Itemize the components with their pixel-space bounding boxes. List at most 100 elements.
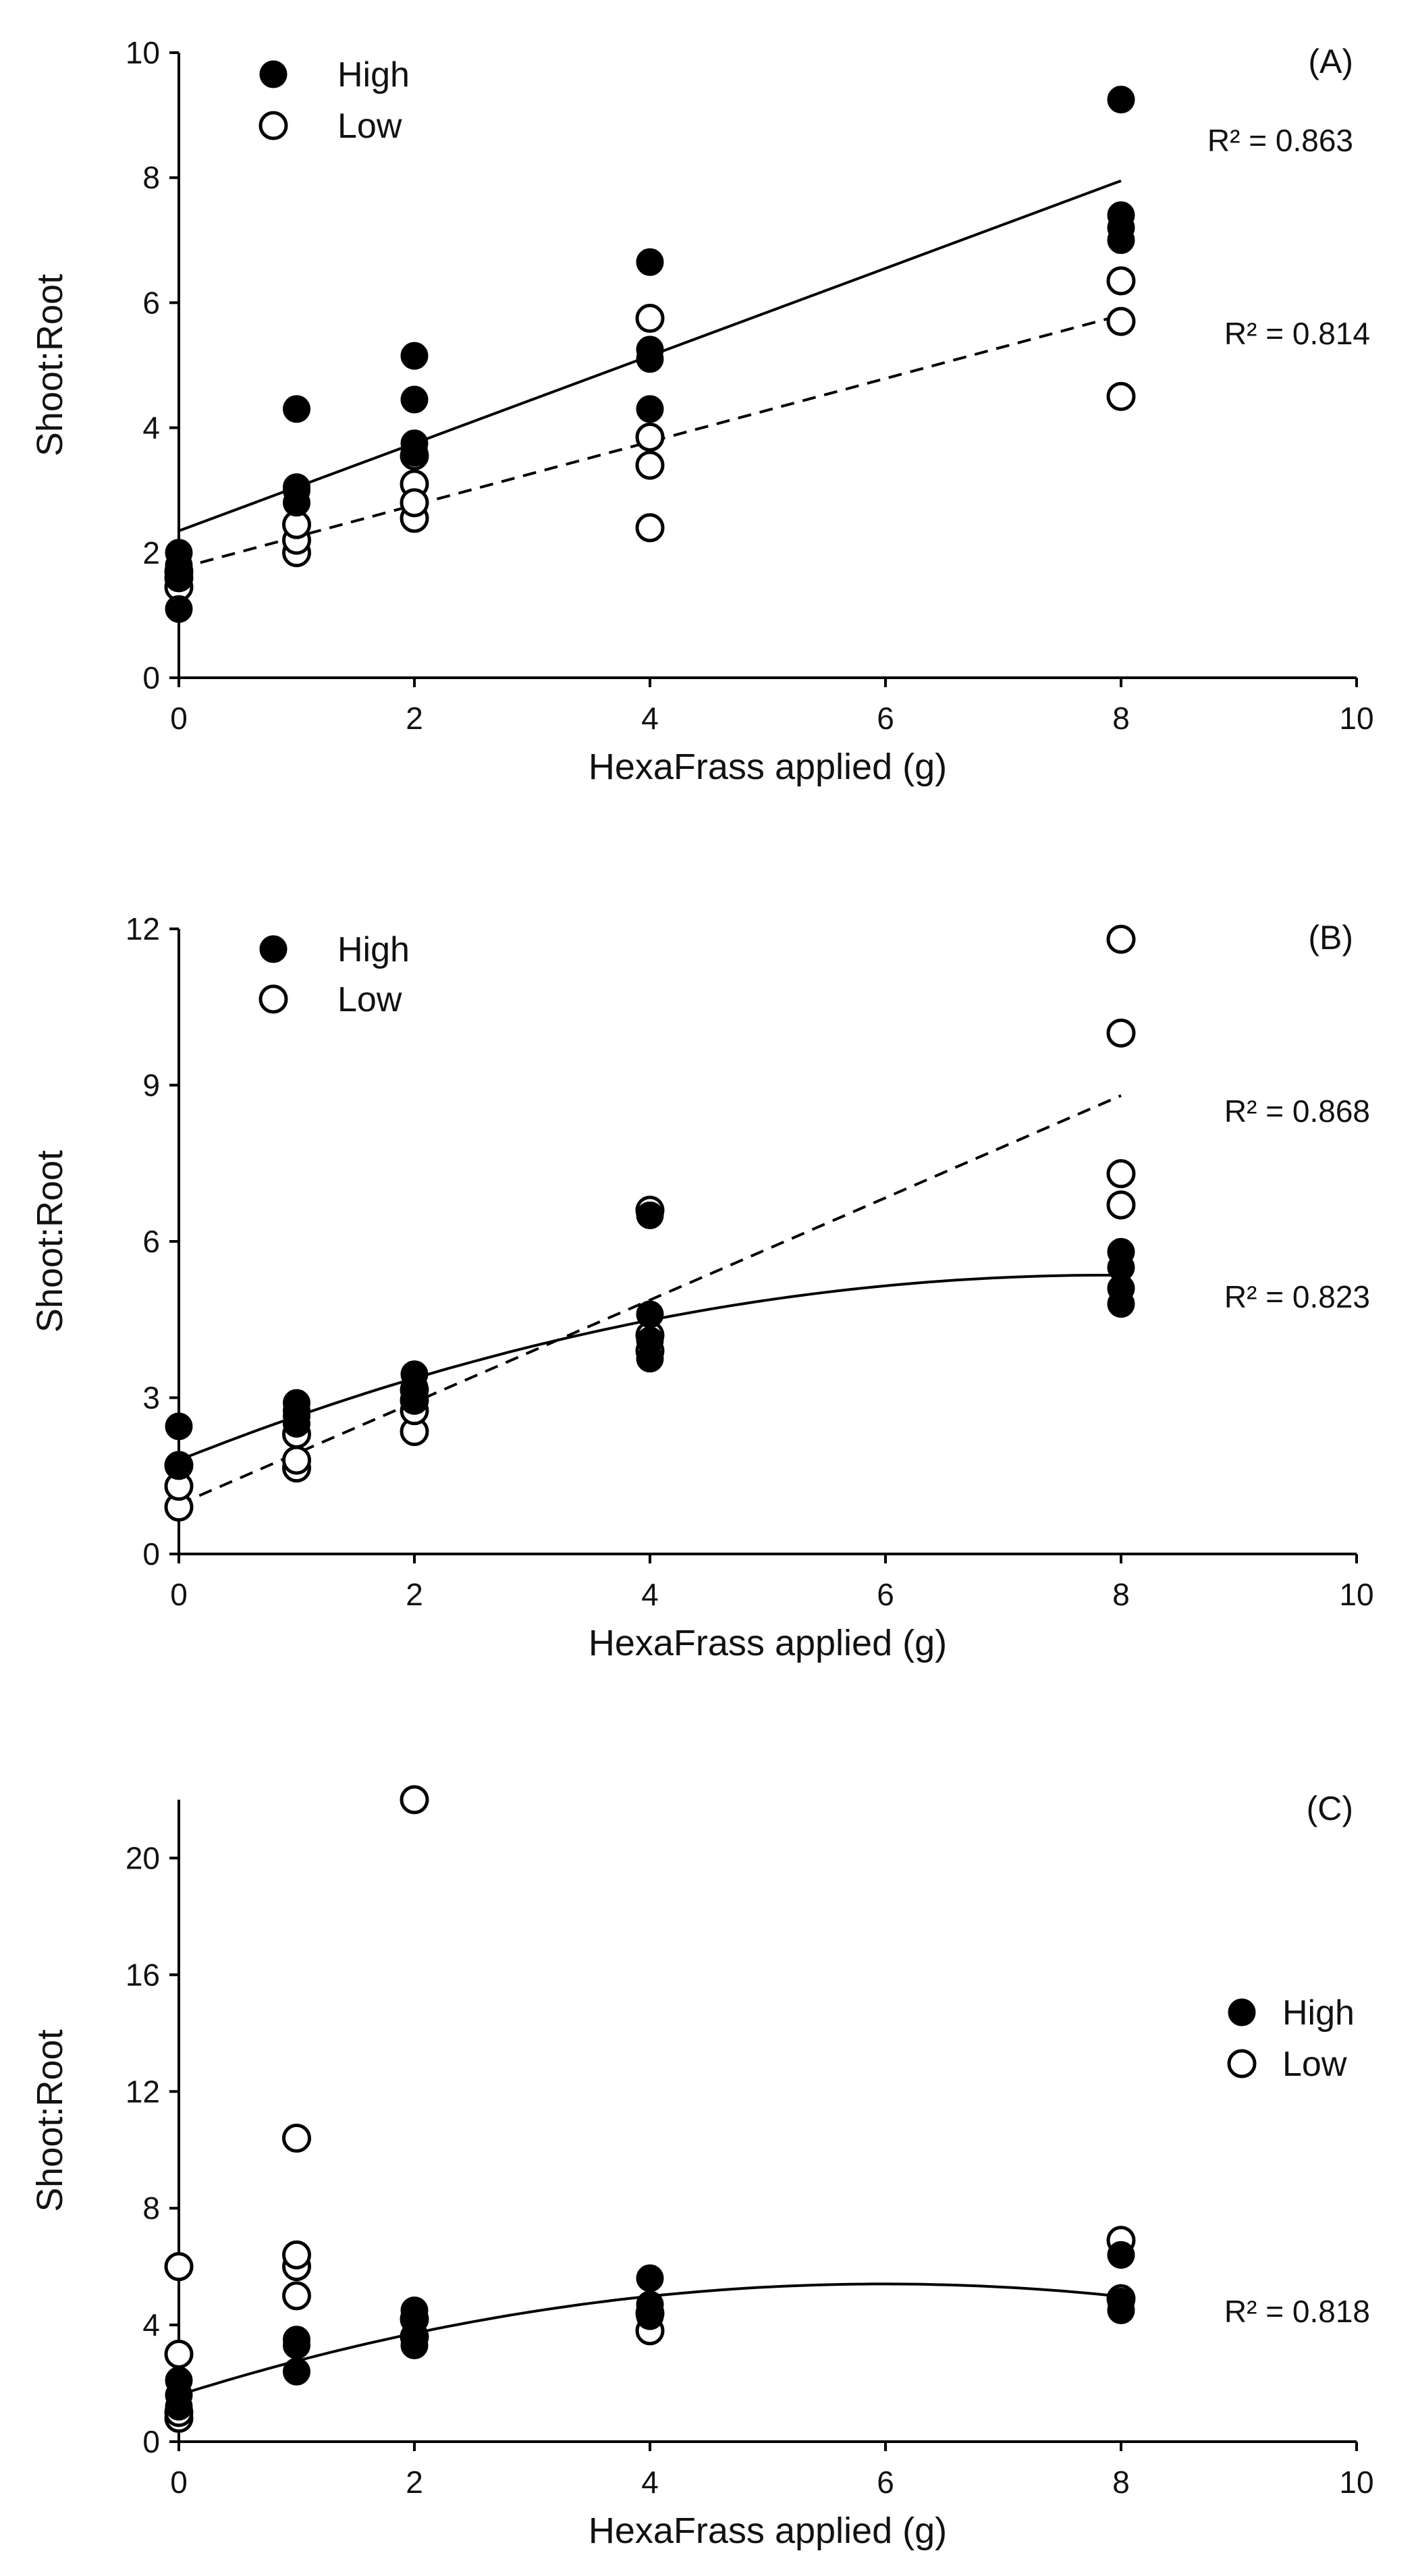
data-point-high (400, 1360, 429, 1389)
data-point-low (635, 450, 665, 480)
data-point-high (1107, 2288, 1135, 2316)
x-tick-label: 8 (1112, 701, 1130, 736)
data-point-high (165, 1451, 193, 1480)
x-tick-label: 2 (406, 2465, 423, 2500)
x-tick-label: 0 (170, 2465, 188, 2500)
data-point-high (400, 342, 429, 370)
y-tick-label: 6 (142, 1224, 160, 1259)
data-point-high (1107, 85, 1135, 113)
x-tick-label: 8 (1112, 1577, 1130, 1612)
data-point-high (636, 1326, 664, 1355)
x-tick-label: 2 (406, 1577, 423, 1612)
x-tick-label: 4 (641, 2465, 659, 2500)
y-tick-label: 0 (142, 1536, 160, 1572)
y-tick-label: 12 (126, 911, 160, 946)
y-axis-title: Shoot:Root (30, 274, 70, 456)
legend-marker-low (258, 984, 288, 1014)
x-axis-title: HexaFrass applied (g) (589, 747, 947, 787)
legend-marker-low (258, 111, 288, 140)
data-point-high (283, 2357, 310, 2386)
x-tick-label: 6 (877, 2465, 894, 2500)
data-point-high (283, 395, 310, 423)
y-tick-label: 9 (142, 1068, 160, 1103)
x-tick-label: 0 (170, 1577, 188, 1612)
data-point-high (400, 429, 429, 458)
y-tick-label: 0 (142, 660, 160, 695)
data-point-low (635, 513, 665, 543)
data-point-high (636, 248, 664, 276)
x-tick-label: 4 (641, 701, 659, 736)
x-axis-title: HexaFrass applied (g) (589, 1623, 947, 1663)
data-point-low (282, 2123, 311, 2153)
x-tick-label: 10 (1339, 1577, 1373, 1612)
legend-label-high: High (337, 930, 410, 969)
panel-label: (B) (1308, 919, 1353, 957)
data-point-low (1106, 266, 1136, 296)
data-point-low (1106, 306, 1136, 336)
data-point-high (165, 2366, 193, 2394)
y-tick-label: 8 (142, 160, 160, 195)
y-tick-label: 12 (126, 2074, 160, 2109)
data-point-high (400, 2296, 429, 2324)
x-tick-label: 0 (170, 701, 188, 736)
data-point-low (164, 2339, 194, 2369)
legend-marker-high (1228, 1998, 1256, 2027)
x-axis-title: HexaFrass applied (g) (589, 2511, 947, 2551)
data-point-high (165, 1412, 193, 1441)
y-tick-label: 3 (142, 1380, 160, 1416)
legend-marker-high (259, 935, 288, 963)
x-tick-label: 8 (1112, 2465, 1130, 2500)
chart-panel-1: 0 2 4 6 8 10 0 2 4 6 8 10 HexaFrass applied (g) Shoot… (30, 35, 1374, 787)
y-axis-title: Shoot:Root (30, 1150, 70, 1333)
panel-label: (A) (1308, 43, 1353, 80)
data-point-high (636, 395, 664, 423)
legend-label-high: High (1282, 1993, 1355, 2033)
x-tick-label: 10 (1339, 701, 1373, 736)
data-point-low (1106, 381, 1136, 411)
y-tick-label: 2 (142, 535, 160, 570)
x-tick-label: 4 (641, 1577, 659, 1612)
data-point-low (1106, 924, 1136, 954)
y-tick-label: 10 (126, 35, 160, 70)
data-point-low (635, 304, 665, 333)
data-point-low (1106, 1018, 1136, 1048)
data-point-high (636, 1300, 664, 1329)
legend-label-low: Low (337, 980, 402, 1019)
x-tick-label: 6 (877, 701, 894, 736)
y-tick-label: 20 (126, 1840, 160, 1875)
data-point-low (635, 422, 665, 452)
x-tick-label: 6 (877, 1577, 894, 1612)
data-point-high (636, 1201, 664, 1229)
panel-label: (C) (1307, 1790, 1353, 1827)
data-point-high (283, 1389, 310, 1417)
data-point-high (165, 539, 193, 567)
data-point-high (1107, 1237, 1135, 1266)
x-tick-label: 10 (1339, 2465, 1373, 2500)
data-point-high (165, 595, 193, 623)
y-tick-label: 16 (126, 1957, 160, 1992)
legend-label-high: High (337, 55, 410, 95)
r-squared-label-low: R² = 0.868 (1224, 1094, 1370, 1129)
y-tick-label: 6 (142, 285, 160, 320)
data-point-low (164, 2252, 194, 2282)
data-point-low (282, 2240, 311, 2270)
legend-label-low: Low (337, 107, 402, 146)
data-point-high (283, 2326, 310, 2354)
r-squared-label-low: R² = 0.814 (1224, 316, 1370, 351)
data-point-high (636, 2290, 664, 2319)
y-tick-label: 0 (142, 2424, 160, 2459)
chart-panel-2: 0 3 6 9 12 0 2 4 6 8 10 HexaFrass applied (g) Shoot:… (30, 911, 1374, 1663)
data-point-high (400, 385, 429, 414)
trendline-low (178, 313, 1122, 570)
data-point-low (282, 1445, 311, 1475)
trendline-low (178, 1094, 1122, 1506)
data-point-high (283, 473, 310, 502)
legend-marker-low (1227, 2049, 1257, 2078)
chart-panel-3: 0 4 8 12 16 20 0 2 4 6 8 10 HexaFrass applied (g) Sho… (30, 1785, 1374, 2551)
x-tick-label: 2 (406, 701, 423, 736)
legend-label-low: Low (1282, 2045, 1347, 2084)
data-point-low (1106, 1190, 1136, 1220)
legend-marker-high (259, 60, 288, 88)
y-tick-label: 4 (142, 2307, 160, 2342)
